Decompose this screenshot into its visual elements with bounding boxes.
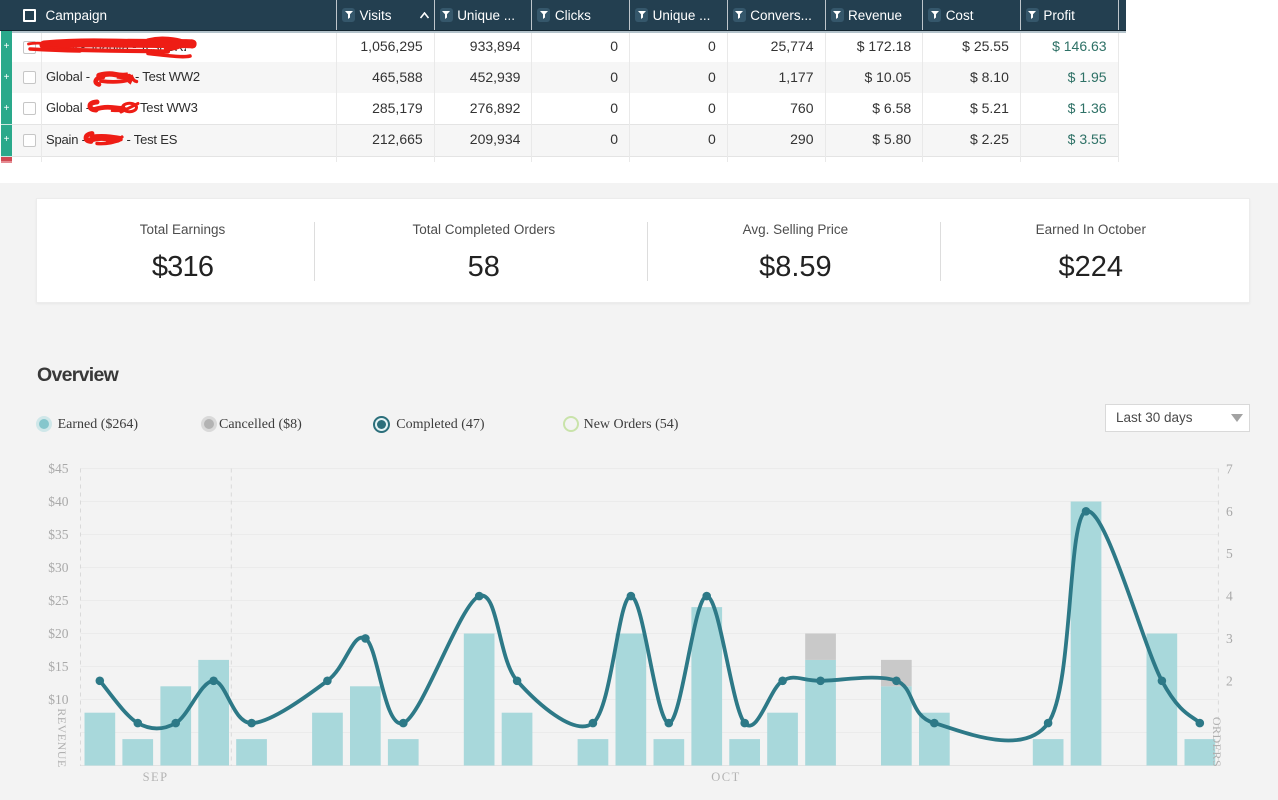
svg-text:REVENUE: REVENUE — [55, 708, 69, 768]
svg-text:3: 3 — [1226, 631, 1233, 646]
svg-text:ORDERS: ORDERS — [1210, 717, 1224, 767]
svg-text:$40: $40 — [48, 494, 69, 509]
svg-text:$10: $10 — [48, 692, 69, 707]
svg-text:$35: $35 — [48, 527, 69, 542]
svg-text:$45: $45 — [48, 461, 69, 476]
svg-text:OCT: OCT — [711, 770, 741, 784]
svg-text:$30: $30 — [48, 560, 69, 575]
svg-text:5: 5 — [1226, 546, 1233, 561]
svg-text:4: 4 — [1226, 589, 1233, 604]
svg-text:7: 7 — [1226, 462, 1233, 477]
svg-text:$25: $25 — [48, 593, 69, 608]
svg-text:6: 6 — [1226, 504, 1233, 519]
svg-text:2: 2 — [1226, 673, 1233, 688]
svg-text:$20: $20 — [48, 626, 69, 641]
svg-text:SEP: SEP — [143, 770, 169, 784]
svg-text:$15: $15 — [48, 659, 69, 674]
